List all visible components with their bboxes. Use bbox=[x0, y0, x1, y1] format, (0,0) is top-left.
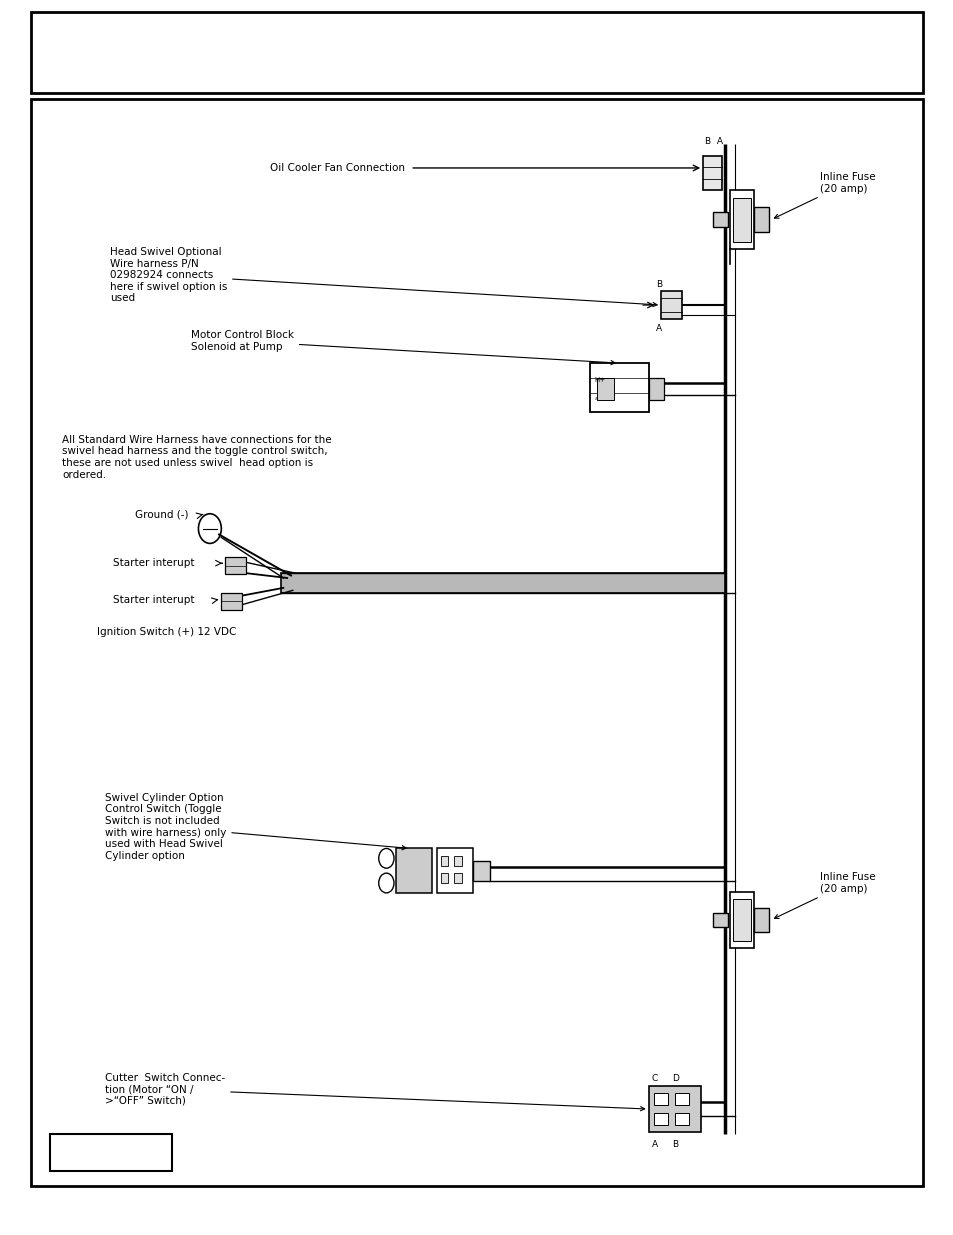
Text: Head Swivel Optional
Wire harness P/N
02982924 connects
here if swivel option is: Head Swivel Optional Wire harness P/N 02… bbox=[110, 247, 657, 306]
Text: H+: H+ bbox=[594, 377, 605, 383]
Bar bbox=[729, 190, 753, 249]
Text: D: D bbox=[672, 1073, 679, 1083]
Bar bbox=[654, 1113, 667, 1125]
Bar bbox=[30, 99, 923, 1186]
Bar bbox=[753, 908, 768, 932]
Text: a: a bbox=[594, 396, 598, 401]
Text: Starter interupt: Starter interupt bbox=[112, 558, 193, 568]
Bar bbox=[440, 873, 448, 883]
Text: Swivel Cylinder Option
Control Switch (Toggle
Switch is not included
with wire h: Swivel Cylinder Option Control Switch (T… bbox=[105, 793, 406, 861]
Text: Cutter  Switch Connec-
tion (Motor “ON /
>“OFF” Switch): Cutter Switch Connec- tion (Motor “ON / … bbox=[105, 1073, 644, 1110]
Bar bbox=[473, 861, 490, 881]
Bar bbox=[648, 378, 663, 400]
Bar bbox=[440, 856, 448, 866]
Text: Ground (-): Ground (-) bbox=[135, 510, 189, 520]
Text: Ignition Switch (+) 12 VDC: Ignition Switch (+) 12 VDC bbox=[97, 627, 236, 637]
Bar bbox=[648, 1086, 700, 1132]
Bar bbox=[225, 557, 246, 574]
Text: A: A bbox=[651, 1140, 657, 1150]
Bar bbox=[597, 378, 614, 400]
Text: Inline Fuse
(20 amp): Inline Fuse (20 amp) bbox=[774, 172, 875, 219]
Text: B  A: B A bbox=[704, 137, 722, 146]
Bar bbox=[732, 198, 750, 242]
Bar bbox=[395, 848, 432, 893]
Bar bbox=[675, 1093, 688, 1105]
Bar bbox=[753, 207, 768, 232]
Text: All Standard Wire Harness have connections for the
swivel head harness and the t: All Standard Wire Harness have connectio… bbox=[62, 435, 332, 479]
Text: A: A bbox=[656, 324, 661, 333]
Text: B: B bbox=[672, 1140, 678, 1150]
Text: Oil Cooler Fan Connection: Oil Cooler Fan Connection bbox=[270, 163, 405, 173]
Bar bbox=[436, 848, 473, 893]
Text: B: B bbox=[656, 279, 661, 289]
Text: Motor Control Block
Solenoid at Pump: Motor Control Block Solenoid at Pump bbox=[191, 331, 615, 364]
Bar bbox=[50, 1134, 172, 1171]
Bar bbox=[660, 291, 681, 319]
Bar bbox=[654, 1093, 667, 1105]
Bar bbox=[729, 892, 753, 948]
Bar bbox=[454, 873, 461, 883]
Bar bbox=[589, 363, 648, 412]
Bar bbox=[712, 212, 727, 227]
Text: C: C bbox=[651, 1073, 658, 1083]
Bar bbox=[281, 573, 724, 593]
Bar bbox=[454, 856, 461, 866]
Bar bbox=[675, 1113, 688, 1125]
Bar bbox=[712, 913, 727, 927]
Text: Starter interupt: Starter interupt bbox=[112, 595, 193, 605]
Bar bbox=[30, 12, 923, 93]
Bar bbox=[732, 899, 750, 941]
Text: Inline Fuse
(20 amp): Inline Fuse (20 amp) bbox=[774, 872, 875, 919]
Bar bbox=[702, 156, 721, 190]
Bar bbox=[221, 593, 242, 610]
